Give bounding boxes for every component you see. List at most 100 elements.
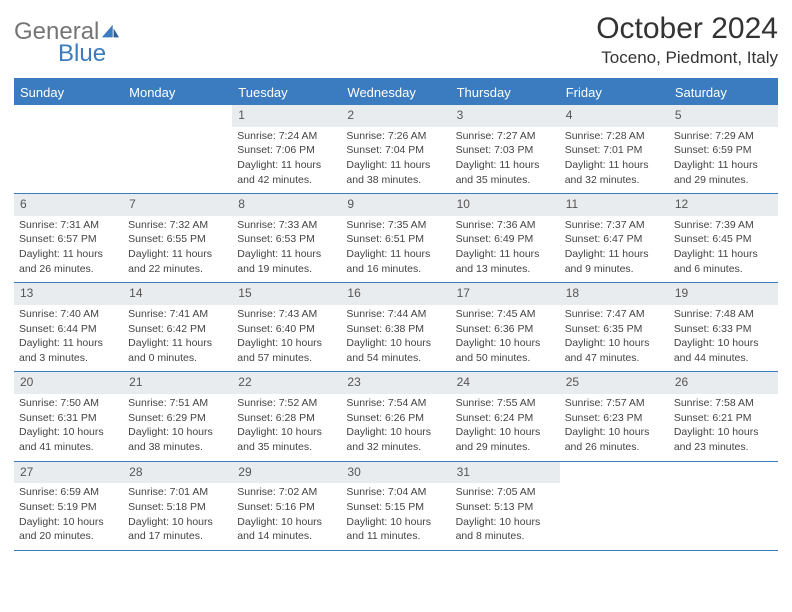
date-number: 19 [669, 283, 778, 305]
cell-line: Sunset: 5:18 PM [128, 501, 227, 515]
cell-line: Sunrise: 7:26 AM [346, 130, 445, 144]
cell-line: and 29 minutes. [674, 174, 773, 188]
cell-line: and 17 minutes. [128, 530, 227, 544]
brand-logo: GeneralBlue [14, 18, 120, 68]
cell-line: Sunset: 6:47 PM [565, 233, 664, 247]
cell-line: Sunset: 6:40 PM [237, 323, 336, 337]
cell-line: Sunset: 6:57 PM [19, 233, 118, 247]
date-number: 5 [669, 105, 778, 127]
cell-line: Daylight: 11 hours [19, 248, 118, 262]
calendar: SundayMondayTuesdayWednesdayThursdayFrid… [14, 78, 778, 551]
calendar-cell: 18Sunrise: 7:47 AMSunset: 6:35 PMDayligh… [560, 283, 669, 371]
cell-line: Daylight: 10 hours [565, 337, 664, 351]
cell-line: and 44 minutes. [674, 352, 773, 366]
cell-line: Daylight: 10 hours [237, 337, 336, 351]
calendar-cell: 26Sunrise: 7:58 AMSunset: 6:21 PMDayligh… [669, 372, 778, 460]
calendar-cell: 6Sunrise: 7:31 AMSunset: 6:57 PMDaylight… [14, 194, 123, 282]
calendar-cell-empty [560, 462, 669, 550]
cell-line: Daylight: 10 hours [456, 337, 555, 351]
cell-line: and 11 minutes. [346, 530, 445, 544]
cell-line: Daylight: 10 hours [456, 426, 555, 440]
day-header-cell: Monday [123, 80, 232, 105]
cell-line: Sunset: 6:44 PM [19, 323, 118, 337]
cell-line: Sunrise: 7:58 AM [674, 397, 773, 411]
cell-line: Daylight: 10 hours [346, 516, 445, 530]
date-number: 27 [14, 462, 123, 484]
cell-line: Sunset: 6:36 PM [456, 323, 555, 337]
cell-body: Sunrise: 6:59 AMSunset: 5:19 PMDaylight:… [14, 483, 123, 550]
cell-line: Daylight: 10 hours [565, 426, 664, 440]
day-header-cell: Friday [560, 80, 669, 105]
cell-line: Sunset: 6:26 PM [346, 412, 445, 426]
cell-line: Daylight: 10 hours [237, 516, 336, 530]
cell-line: Sunset: 6:59 PM [674, 144, 773, 158]
cell-line: Daylight: 11 hours [346, 248, 445, 262]
calendar-cell: 31Sunrise: 7:05 AMSunset: 5:13 PMDayligh… [451, 462, 560, 550]
calendar-cell-empty [123, 105, 232, 193]
cell-line: Sunrise: 7:52 AM [237, 397, 336, 411]
calendar-cell: 25 Sunrise: 7:57 AMSunset: 6:23 PMDayligh… [560, 372, 669, 460]
cell-line: and 41 minutes. [19, 441, 118, 455]
cell-line: and 54 minutes. [346, 352, 445, 366]
cell-line: Sunset: 6:42 PM [128, 323, 227, 337]
cell-line: Daylight: 11 hours [237, 159, 336, 173]
cell-body: Sunrise: 7:35 AMSunset: 6:51 PMDaylight:… [341, 216, 450, 283]
cell-line: and 32 minutes. [565, 174, 664, 188]
cell-body: Sunrise: 7:54 AMSunset: 6:26 PMDaylight:… [341, 394, 450, 461]
date-number: 15 [232, 283, 341, 305]
cell-body: Sunrise: 7:43 AMSunset: 6:40 PMDaylight:… [232, 305, 341, 372]
date-number: 20 [14, 372, 123, 394]
calendar-cell: 12Sunrise: 7:39 AMSunset: 6:45 PMDayligh… [669, 194, 778, 282]
date-number: 25 [560, 372, 669, 394]
cell-line: Sunrise: 7:45 AM [456, 308, 555, 322]
calendar-week: 13Sunrise: 7:40 AMSunset: 6:44 PMDayligh… [14, 283, 778, 372]
calendar-body: 1Sunrise: 7:24 AMSunset: 7:06 PMDaylight… [14, 105, 778, 551]
cell-body: Sunrise: 7:01 AMSunset: 5:18 PMDaylight:… [123, 483, 232, 550]
date-number: 29 [232, 462, 341, 484]
cell-line: Sunrise: 7:01 AM [128, 486, 227, 500]
cell-body: Sunrise: 7:58 AMSunset: 6:21 PMDaylight:… [669, 394, 778, 461]
cell-line: Sunrise: 7:51 AM [128, 397, 227, 411]
cell-line: Sunrise: 7:57 AM [565, 397, 664, 411]
cell-body: Sunrise: 7:55 AMSunset: 6:24 PMDaylight:… [451, 394, 560, 461]
date-number: 2 [341, 105, 450, 127]
cell-line: Sunrise: 7:05 AM [456, 486, 555, 500]
cell-line: Sunrise: 7:48 AM [674, 308, 773, 322]
cell-line: Daylight: 11 hours [674, 159, 773, 173]
cell-line: and 57 minutes. [237, 352, 336, 366]
cell-line: Daylight: 11 hours [456, 159, 555, 173]
cell-line: Sunset: 6:31 PM [19, 412, 118, 426]
calendar-cell: 5Sunrise: 7:29 AMSunset: 6:59 PMDaylight… [669, 105, 778, 193]
date-number: 28 [123, 462, 232, 484]
cell-line: and 6 minutes. [674, 263, 773, 277]
cell-line: Sunrise: 7:35 AM [346, 219, 445, 233]
cell-line: Sunrise: 7:50 AM [19, 397, 118, 411]
cell-line: and 26 minutes. [19, 263, 118, 277]
date-number: 9 [341, 194, 450, 216]
cell-line: and 35 minutes. [237, 441, 336, 455]
cell-line: Sunrise: 7:47 AM [565, 308, 664, 322]
location-text: Toceno, Piedmont, Italy [596, 48, 778, 68]
cell-line: Sunset: 5:16 PM [237, 501, 336, 515]
cell-body: Sunrise: 7:51 AMSunset: 6:29 PMDaylight:… [123, 394, 232, 461]
cell-line: and 38 minutes. [346, 174, 445, 188]
cell-line: Daylight: 11 hours [128, 248, 227, 262]
cell-line: Daylight: 10 hours [674, 337, 773, 351]
cell-line: Sunrise: 7:32 AM [128, 219, 227, 233]
cell-line: Daylight: 11 hours [565, 159, 664, 173]
cell-line: Sunset: 6:49 PM [456, 233, 555, 247]
header: GeneralBlue October 2024 Toceno, Piedmon… [14, 12, 778, 68]
cell-line: Daylight: 11 hours [565, 248, 664, 262]
cell-line: Daylight: 10 hours [237, 426, 336, 440]
day-header-cell: Wednesday [341, 80, 450, 105]
calendar-cell: 9Sunrise: 7:35 AMSunset: 6:51 PMDaylight… [341, 194, 450, 282]
cell-line: Sunset: 6:23 PM [565, 412, 664, 426]
cell-line: Sunset: 6:21 PM [674, 412, 773, 426]
cell-line: Sunset: 7:03 PM [456, 144, 555, 158]
calendar-cell: 11Sunrise: 7:37 AMSunset: 6:47 PMDayligh… [560, 194, 669, 282]
cell-line: Daylight: 11 hours [237, 248, 336, 262]
cell-line: Daylight: 10 hours [19, 426, 118, 440]
cell-line: Sunset: 6:53 PM [237, 233, 336, 247]
cell-line: and 13 minutes. [456, 263, 555, 277]
cell-line: Daylight: 11 hours [346, 159, 445, 173]
